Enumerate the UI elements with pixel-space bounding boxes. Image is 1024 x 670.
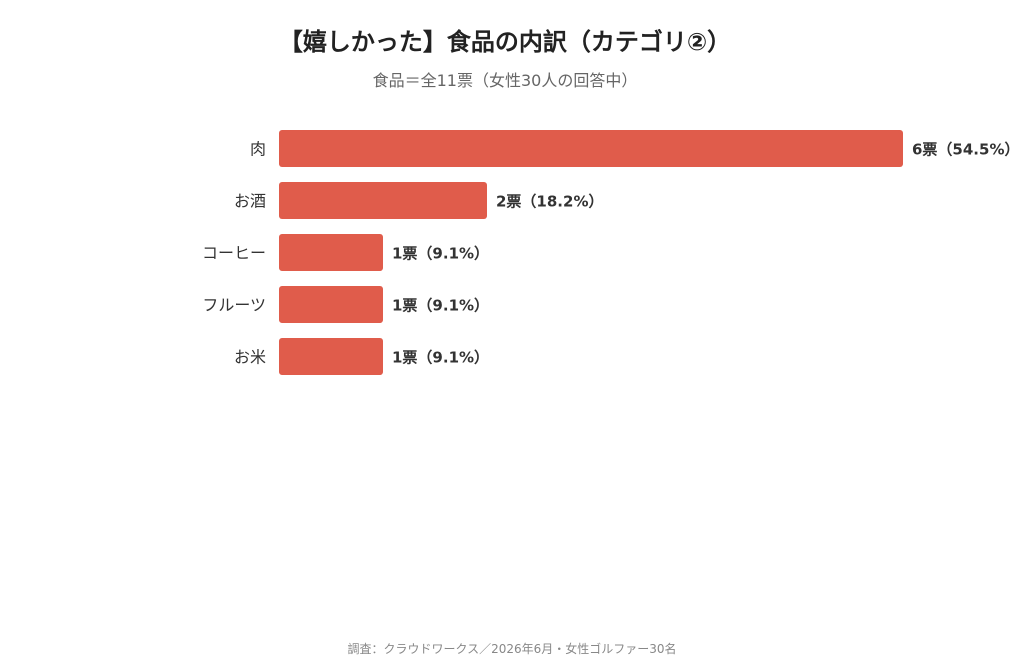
data-label: 1票（9.1%） <box>392 297 489 315</box>
category-label: コーヒー <box>202 244 266 263</box>
category-label: お酒 <box>234 192 266 211</box>
category-label: フルーツ <box>202 296 266 315</box>
source-footer: 調査：クラウドワークス／2026年6月・女性ゴルファー30名 <box>347 642 677 656</box>
bar <box>279 130 903 167</box>
bar <box>279 234 383 271</box>
chart-subtitle: 食品＝全11票（女性30人の回答中） <box>372 71 638 90</box>
chart-title: 【嬉しかった】食品の内訳（カテゴリ②） <box>278 28 732 56</box>
bar <box>279 286 383 323</box>
data-label: 1票（9.1%） <box>392 245 489 263</box>
data-label: 6票（54.5%） <box>912 141 1019 159</box>
category-label: 肉 <box>250 140 266 159</box>
data-label: 2票（18.2%） <box>496 193 603 211</box>
data-label: 1票（9.1%） <box>392 349 489 367</box>
bar <box>279 182 487 219</box>
bar <box>279 338 383 375</box>
category-label: お米 <box>234 348 266 367</box>
